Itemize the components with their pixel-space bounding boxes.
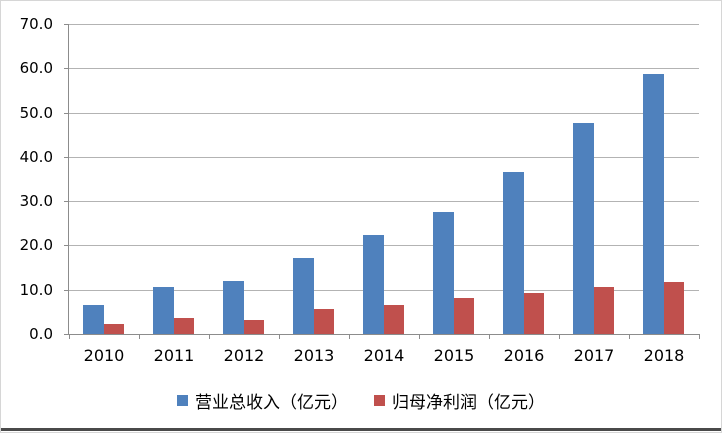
x-axis-line bbox=[69, 334, 699, 335]
revenue-bar-2016 bbox=[503, 172, 524, 334]
y-axis-tick-label: 60.0 bbox=[19, 59, 53, 77]
x-axis-tick-label: 2018 bbox=[643, 346, 685, 365]
y-axis-tick bbox=[64, 24, 69, 25]
profit-bar-2011 bbox=[174, 318, 194, 334]
y-axis-tick-label: 40.0 bbox=[19, 148, 53, 166]
legend: 营业总收入（亿元） 归母净利润（亿元） bbox=[1, 388, 721, 413]
x-axis-tick-label: 2011 bbox=[153, 346, 195, 365]
profit-bar-2014 bbox=[384, 305, 404, 334]
revenue-bar-2013 bbox=[293, 258, 314, 334]
revenue-bar-2018 bbox=[643, 74, 664, 334]
x-axis-tick-label: 2015 bbox=[433, 346, 475, 365]
y-axis-tick-label: 20.0 bbox=[19, 236, 53, 254]
gridline bbox=[69, 113, 699, 114]
gridline bbox=[69, 201, 699, 202]
x-axis-tick bbox=[559, 334, 560, 339]
x-axis-tick bbox=[489, 334, 490, 339]
legend-label-profit: 归母净利润（亿元） bbox=[392, 393, 545, 413]
gridline bbox=[69, 290, 699, 291]
revenue-bar-2011 bbox=[153, 287, 174, 334]
y-axis-tick bbox=[64, 334, 69, 335]
profit-bar-2018 bbox=[664, 282, 684, 334]
profit-bar-2013 bbox=[314, 309, 334, 334]
x-axis-tick bbox=[279, 334, 280, 339]
y-axis-tick-label: 30.0 bbox=[19, 192, 53, 210]
gridline bbox=[69, 24, 699, 25]
legend-item-profit: 归母净利润（亿元） bbox=[374, 388, 545, 413]
y-axis-tick-label: 10.0 bbox=[19, 281, 53, 299]
x-axis-tick-label: 2010 bbox=[83, 346, 125, 365]
x-axis-tick-label: 2017 bbox=[573, 346, 615, 365]
y-axis-line bbox=[68, 24, 69, 335]
legend-label-revenue: 营业总收入（亿元） bbox=[195, 393, 348, 413]
x-axis-tick bbox=[209, 334, 210, 339]
y-axis-tick bbox=[64, 245, 69, 246]
x-axis-tick bbox=[349, 334, 350, 339]
y-axis-tick bbox=[64, 201, 69, 202]
profit-bar-2010 bbox=[104, 324, 124, 334]
revenue-bar-2015 bbox=[433, 212, 454, 334]
x-axis-tick bbox=[139, 334, 140, 339]
profit-bar-2016 bbox=[524, 293, 544, 334]
profit-bar-2017 bbox=[594, 287, 614, 334]
plot-area bbox=[69, 24, 699, 335]
x-axis-tick bbox=[419, 334, 420, 339]
bottom-rule bbox=[1, 428, 721, 431]
revenue-bar-2014 bbox=[363, 235, 384, 334]
x-axis-tick bbox=[69, 334, 70, 339]
y-axis-tick bbox=[64, 157, 69, 158]
gridline bbox=[69, 245, 699, 246]
y-axis-tick-label: 50.0 bbox=[19, 104, 53, 122]
y-axis-tick-label: 0.0 bbox=[29, 325, 53, 343]
x-axis-tick bbox=[629, 334, 630, 339]
revenue-swatch-icon bbox=[177, 395, 188, 406]
gridline bbox=[69, 157, 699, 158]
gridline bbox=[69, 68, 699, 69]
profit-swatch-icon bbox=[374, 395, 385, 406]
x-axis-tick-label: 2012 bbox=[223, 346, 265, 365]
profit-bar-2015 bbox=[454, 298, 474, 334]
x-axis-tick-label: 2016 bbox=[503, 346, 545, 365]
x-axis-tick bbox=[699, 334, 700, 339]
y-axis-tick bbox=[64, 68, 69, 69]
x-axis-tick-label: 2014 bbox=[363, 346, 405, 365]
revenue-bar-2012 bbox=[223, 281, 244, 334]
y-axis-tick bbox=[64, 290, 69, 291]
legend-item-revenue: 营业总收入（亿元） bbox=[177, 388, 348, 413]
y-axis-tick-label: 70.0 bbox=[19, 15, 53, 33]
y-axis-tick bbox=[64, 113, 69, 114]
revenue-bar-2017 bbox=[573, 123, 594, 334]
x-axis-tick-label: 2013 bbox=[293, 346, 335, 365]
revenue-bar-2010 bbox=[83, 305, 104, 334]
profit-bar-2012 bbox=[244, 320, 264, 334]
